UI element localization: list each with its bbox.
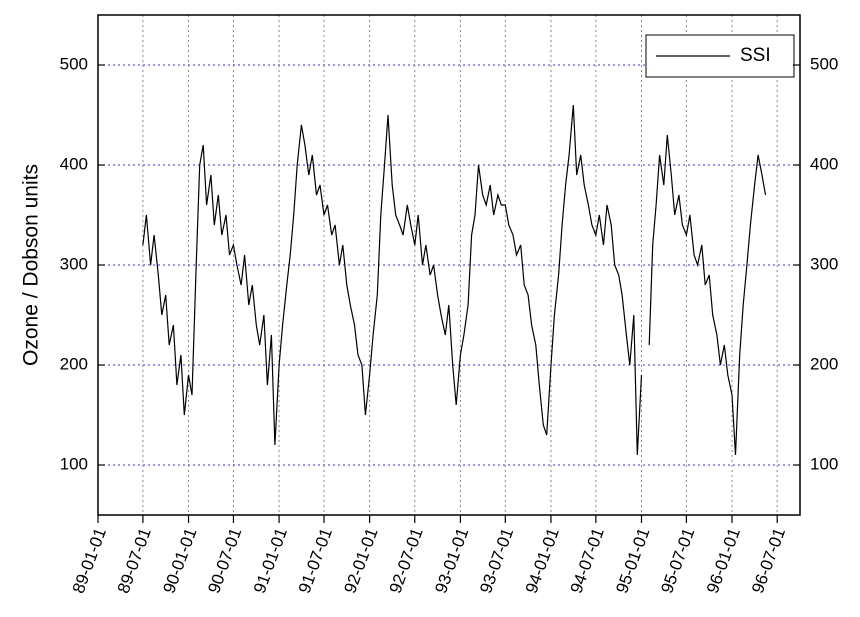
y-tick-label: 100 <box>60 454 88 473</box>
x-tick-label: 96-07-01 <box>748 525 789 595</box>
y2-tick-label: 400 <box>810 154 838 173</box>
x-tick-label: 96-01-01 <box>703 525 744 595</box>
y-tick-label: 500 <box>60 54 88 73</box>
grid <box>98 15 800 515</box>
y-tick-label: 300 <box>60 254 88 273</box>
x-tick-label: 94-07-01 <box>567 525 608 595</box>
y-axis-label: Ozone / Dobson units <box>20 164 43 366</box>
y2-tick-label: 100 <box>810 454 838 473</box>
x-tick-label: 93-01-01 <box>431 525 472 595</box>
x-tick-label: 90-01-01 <box>159 525 200 595</box>
x-tick-label: 92-07-01 <box>386 525 427 595</box>
x-tick-label: 90-07-01 <box>204 525 245 595</box>
x-tick-label: 95-07-01 <box>657 525 698 595</box>
y2-tick-label: 500 <box>810 54 838 73</box>
x-tick-label: 91-07-01 <box>295 525 336 595</box>
y2-tick-label: 300 <box>810 254 838 273</box>
x-tick-label: 94-01-01 <box>522 525 563 595</box>
legend-label: SSI <box>740 45 771 66</box>
x-tick-label: 95-01-01 <box>612 525 653 595</box>
x-tick-label: 89-01-01 <box>69 525 110 595</box>
data-line <box>142 104 767 456</box>
y-tick-label: 400 <box>60 154 88 173</box>
x-tick-label: 92-01-01 <box>340 525 381 595</box>
y-tick-label: 200 <box>60 354 88 373</box>
y2-tick-label: 200 <box>810 354 838 373</box>
x-tick-label: 93-07-01 <box>476 525 517 595</box>
x-tick-label: 91-01-01 <box>250 525 291 595</box>
x-tick-label: 89-07-01 <box>114 525 155 595</box>
